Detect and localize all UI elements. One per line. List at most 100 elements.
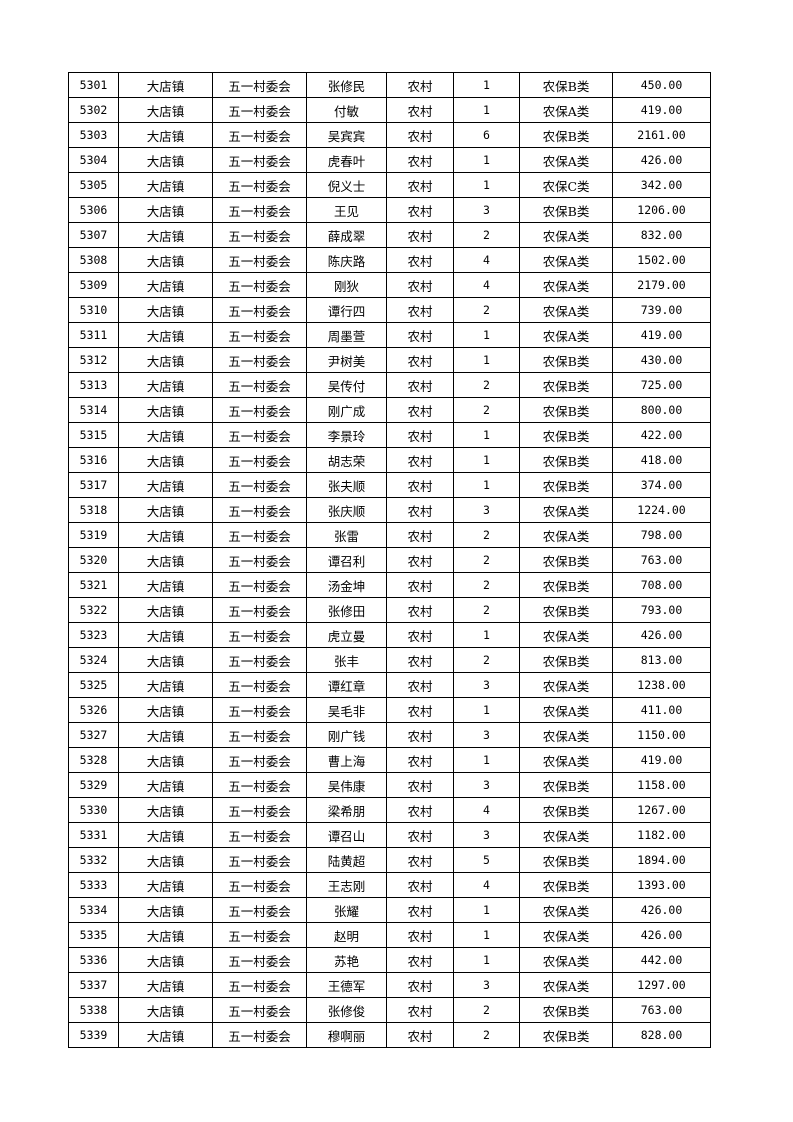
name-cell: 倪义士 [306, 172, 387, 198]
family-size-cell: 3 [453, 672, 520, 698]
village-committee-cell: 五一村委会 [212, 347, 307, 373]
row-number-cell: 5331 [68, 822, 119, 848]
insurance-category-cell: 农保A类 [519, 222, 613, 248]
name-cell: 尹树美 [306, 347, 387, 373]
town-cell: 大店镇 [118, 822, 213, 848]
amount-cell: 2161.00 [612, 122, 711, 148]
household-type-cell: 农村 [386, 922, 454, 948]
family-size-cell: 1 [453, 747, 520, 773]
town-cell: 大店镇 [118, 272, 213, 298]
row-number-cell: 5309 [68, 272, 119, 298]
village-committee-cell: 五一村委会 [212, 122, 307, 148]
family-size-cell: 1 [453, 922, 520, 948]
family-size-cell: 3 [453, 772, 520, 798]
row-number-cell: 5330 [68, 797, 119, 823]
household-type-cell: 农村 [386, 972, 454, 998]
amount-cell: 426.00 [612, 897, 711, 923]
village-committee-cell: 五一村委会 [212, 597, 307, 623]
family-size-cell: 4 [453, 247, 520, 273]
family-size-cell: 2 [453, 572, 520, 598]
town-cell: 大店镇 [118, 597, 213, 623]
household-type-cell: 农村 [386, 547, 454, 573]
name-cell: 张耀 [306, 897, 387, 923]
household-type-cell: 农村 [386, 372, 454, 398]
village-committee-cell: 五一村委会 [212, 547, 307, 573]
family-size-cell: 2 [453, 997, 520, 1023]
town-cell: 大店镇 [118, 472, 213, 498]
name-cell: 付敏 [306, 97, 387, 123]
town-cell: 大店镇 [118, 197, 213, 223]
name-cell: 吴宾宾 [306, 122, 387, 148]
village-committee-cell: 五一村委会 [212, 847, 307, 873]
insurance-category-cell: 农保C类 [519, 172, 613, 198]
row-number-cell: 5321 [68, 572, 119, 598]
row-number-cell: 5328 [68, 747, 119, 773]
village-committee-cell: 五一村委会 [212, 722, 307, 748]
family-size-cell: 5 [453, 847, 520, 873]
household-type-cell: 农村 [386, 747, 454, 773]
name-cell: 薛成翠 [306, 222, 387, 248]
town-cell: 大店镇 [118, 1022, 213, 1048]
table-row: 5339 大店镇 五一村委会 穆啊丽 农村 2 农保B类 828.00 [68, 1022, 711, 1048]
row-number-cell: 5326 [68, 697, 119, 723]
insurance-category-cell: 农保B类 [519, 772, 613, 798]
name-cell: 李景玲 [306, 422, 387, 448]
household-type-cell: 农村 [386, 622, 454, 648]
town-cell: 大店镇 [118, 572, 213, 598]
household-type-cell: 农村 [386, 522, 454, 548]
family-size-cell: 1 [453, 697, 520, 723]
village-committee-cell: 五一村委会 [212, 247, 307, 273]
amount-cell: 426.00 [612, 922, 711, 948]
town-cell: 大店镇 [118, 147, 213, 173]
family-size-cell: 1 [453, 897, 520, 923]
household-type-cell: 农村 [386, 847, 454, 873]
table-row: 5303 大店镇 五一村委会 吴宾宾 农村 6 农保B类 2161.00 [68, 122, 711, 148]
amount-cell: 763.00 [612, 997, 711, 1023]
table-row: 5334 大店镇 五一村委会 张耀 农村 1 农保A类 426.00 [68, 897, 711, 923]
insurance-category-cell: 农保A类 [519, 722, 613, 748]
insurance-category-cell: 农保A类 [519, 947, 613, 973]
row-number-cell: 5325 [68, 672, 119, 698]
town-cell: 大店镇 [118, 622, 213, 648]
amount-cell: 1206.00 [612, 197, 711, 223]
village-committee-cell: 五一村委会 [212, 422, 307, 448]
town-cell: 大店镇 [118, 222, 213, 248]
table-row: 5317 大店镇 五一村委会 张夫顺 农村 1 农保B类 374.00 [68, 472, 711, 498]
amount-cell: 832.00 [612, 222, 711, 248]
row-number-cell: 5306 [68, 197, 119, 223]
table-row: 5324 大店镇 五一村委会 张丰 农村 2 农保B类 813.00 [68, 647, 711, 673]
town-cell: 大店镇 [118, 172, 213, 198]
insurance-category-cell: 农保A类 [519, 972, 613, 998]
row-number-cell: 5333 [68, 872, 119, 898]
family-size-cell: 1 [453, 172, 520, 198]
table-row: 5307 大店镇 五一村委会 薛成翠 农村 2 农保A类 832.00 [68, 222, 711, 248]
household-type-cell: 农村 [386, 947, 454, 973]
household-type-cell: 农村 [386, 772, 454, 798]
town-cell: 大店镇 [118, 547, 213, 573]
amount-cell: 419.00 [612, 322, 711, 348]
household-type-cell: 农村 [386, 697, 454, 723]
village-committee-cell: 五一村委会 [212, 222, 307, 248]
village-committee-cell: 五一村委会 [212, 747, 307, 773]
row-number-cell: 5314 [68, 397, 119, 423]
amount-cell: 813.00 [612, 647, 711, 673]
family-size-cell: 2 [453, 222, 520, 248]
family-size-cell: 2 [453, 597, 520, 623]
amount-cell: 1158.00 [612, 772, 711, 798]
name-cell: 虎立曼 [306, 622, 387, 648]
amount-cell: 342.00 [612, 172, 711, 198]
amount-cell: 442.00 [612, 947, 711, 973]
records-table: 5301 大店镇 五一村委会 张修民 农村 1 农保B类 450.00 5302 大店镇 五一村委会… [68, 72, 711, 1048]
household-type-cell: 农村 [386, 347, 454, 373]
household-type-cell: 农村 [386, 672, 454, 698]
insurance-category-cell: 农保A类 [519, 97, 613, 123]
row-number-cell: 5334 [68, 897, 119, 923]
insurance-category-cell: 农保A类 [519, 747, 613, 773]
town-cell: 大店镇 [118, 97, 213, 123]
family-size-cell: 2 [453, 397, 520, 423]
name-cell: 王德军 [306, 972, 387, 998]
row-number-cell: 5303 [68, 122, 119, 148]
household-type-cell: 农村 [386, 297, 454, 323]
household-type-cell: 农村 [386, 447, 454, 473]
town-cell: 大店镇 [118, 322, 213, 348]
